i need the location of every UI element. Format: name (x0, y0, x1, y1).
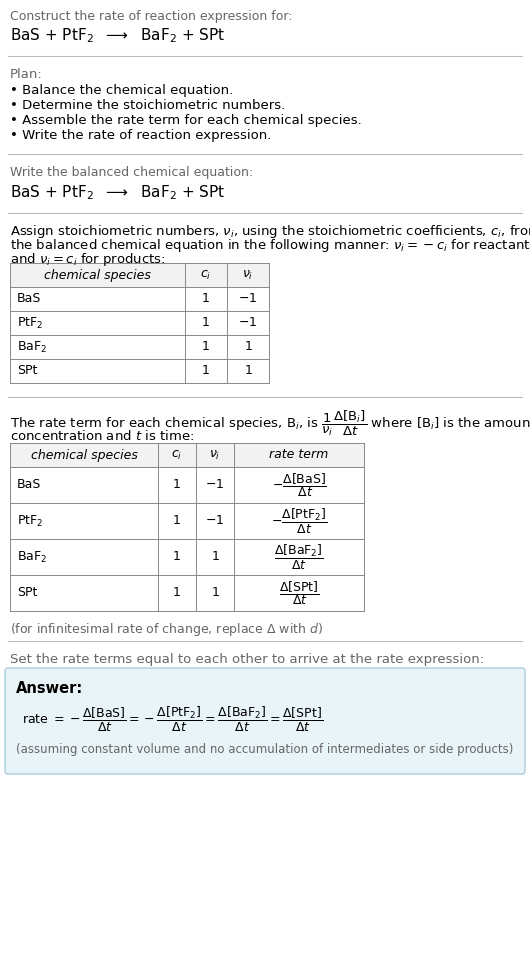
Text: SPt: SPt (17, 364, 38, 378)
Text: PtF$_2$: PtF$_2$ (17, 513, 43, 529)
Text: $1$: $1$ (244, 364, 252, 378)
Text: BaS: BaS (17, 478, 41, 492)
Text: Set the rate terms equal to each other to arrive at the rate expression:: Set the rate terms equal to each other t… (10, 653, 484, 666)
Text: concentration and $t$ is time:: concentration and $t$ is time: (10, 429, 194, 443)
Text: The rate term for each chemical species, B$_i$, is $\dfrac{1}{\nu_i}\dfrac{\Delt: The rate term for each chemical species,… (10, 409, 530, 438)
Text: • Balance the chemical equation.: • Balance the chemical equation. (10, 84, 233, 97)
Text: BaS + PtF$_2$  $\longrightarrow$  BaF$_2$ + SPt: BaS + PtF$_2$ $\longrightarrow$ BaF$_2$ … (10, 183, 225, 202)
Text: PtF$_2$: PtF$_2$ (17, 316, 43, 330)
Text: $-\dfrac{\Delta[\mathrm{PtF_2}]}{\Delta t}$: $-\dfrac{\Delta[\mathrm{PtF_2}]}{\Delta … (271, 506, 327, 536)
Text: (for infinitesimal rate of change, replace Δ with $d$): (for infinitesimal rate of change, repla… (10, 621, 323, 638)
Text: $\dfrac{\Delta[\mathrm{BaF_2}]}{\Delta t}$: $\dfrac{\Delta[\mathrm{BaF_2}]}{\Delta t… (274, 543, 324, 572)
Text: Write the balanced chemical equation:: Write the balanced chemical equation: (10, 166, 253, 179)
Text: and $\nu_i = c_i$ for products:: and $\nu_i = c_i$ for products: (10, 251, 165, 268)
Text: Construct the rate of reaction expression for:: Construct the rate of reaction expressio… (10, 10, 293, 23)
Text: rate $= -\dfrac{\Delta[\mathrm{BaS}]}{\Delta t} = -\dfrac{\Delta[\mathrm{PtF_2}]: rate $= -\dfrac{\Delta[\mathrm{BaS}]}{\D… (22, 705, 323, 734)
Text: 1: 1 (202, 364, 210, 378)
Text: (assuming constant volume and no accumulation of intermediates or side products): (assuming constant volume and no accumul… (16, 743, 514, 756)
Text: chemical species: chemical species (31, 448, 137, 462)
Text: rate term: rate term (269, 448, 329, 462)
Text: $\dfrac{\Delta[\mathrm{SPt}]}{\Delta t}$: $\dfrac{\Delta[\mathrm{SPt}]}{\Delta t}$ (279, 580, 320, 607)
Text: BaF$_2$: BaF$_2$ (17, 340, 47, 355)
Text: BaF$_2$: BaF$_2$ (17, 549, 47, 565)
Text: $1$: $1$ (244, 341, 252, 354)
Text: $-\dfrac{\Delta[\mathrm{BaS}]}{\Delta t}$: $-\dfrac{\Delta[\mathrm{BaS}]}{\Delta t}… (271, 471, 326, 499)
Text: • Determine the stoichiometric numbers.: • Determine the stoichiometric numbers. (10, 99, 285, 112)
Text: 1: 1 (173, 550, 181, 564)
Text: $1$: $1$ (210, 550, 219, 564)
Text: • Assemble the rate term for each chemical species.: • Assemble the rate term for each chemic… (10, 114, 362, 127)
Text: $\nu_i$: $\nu_i$ (242, 269, 254, 281)
Text: $-1$: $-1$ (238, 317, 258, 329)
Text: 1: 1 (173, 586, 181, 600)
Text: the balanced chemical equation in the following manner: $\nu_i = -c_i$ for react: the balanced chemical equation in the fo… (10, 237, 530, 254)
Text: 1: 1 (173, 478, 181, 492)
Text: $-1$: $-1$ (238, 292, 258, 306)
Text: • Write the rate of reaction expression.: • Write the rate of reaction expression. (10, 129, 271, 142)
Text: 1: 1 (202, 341, 210, 354)
Text: Plan:: Plan: (10, 68, 43, 81)
Text: Answer:: Answer: (16, 681, 83, 696)
Text: BaS + PtF$_2$  $\longrightarrow$  BaF$_2$ + SPt: BaS + PtF$_2$ $\longrightarrow$ BaF$_2$ … (10, 26, 225, 45)
Text: BaS: BaS (17, 292, 41, 306)
Text: $c_i$: $c_i$ (171, 448, 183, 462)
Bar (10, 443, 364, 467)
Text: $c_i$: $c_i$ (200, 269, 211, 281)
Text: 1: 1 (173, 514, 181, 528)
Text: $1$: $1$ (210, 586, 219, 600)
Text: $-1$: $-1$ (206, 514, 225, 528)
Bar (10, 263, 269, 287)
Text: 1: 1 (202, 317, 210, 329)
FancyBboxPatch shape (5, 668, 525, 774)
Text: chemical species: chemical species (44, 269, 151, 281)
Text: $\nu_i$: $\nu_i$ (209, 448, 220, 462)
Text: $-1$: $-1$ (206, 478, 225, 492)
Text: Assign stoichiometric numbers, $\nu_i$, using the stoichiometric coefficients, $: Assign stoichiometric numbers, $\nu_i$, … (10, 223, 530, 240)
Text: 1: 1 (202, 292, 210, 306)
Text: SPt: SPt (17, 586, 38, 600)
